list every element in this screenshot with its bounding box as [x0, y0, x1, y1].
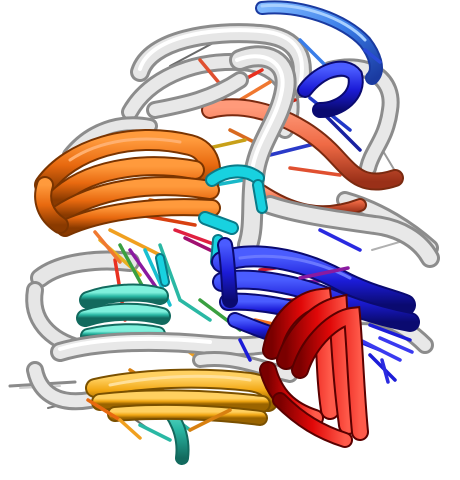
deep-blue-strand	[297, 60, 364, 118]
colored-sticks-front	[86, 48, 414, 442]
orange-beta-sheet	[34, 128, 221, 237]
red-beta-sheet	[259, 287, 369, 448]
backbone-middle	[146, 45, 440, 268]
sky-blue-strand	[255, 0, 383, 85]
backbone-loops-back	[25, 23, 439, 357]
gold-beta-sheet	[85, 368, 281, 426]
